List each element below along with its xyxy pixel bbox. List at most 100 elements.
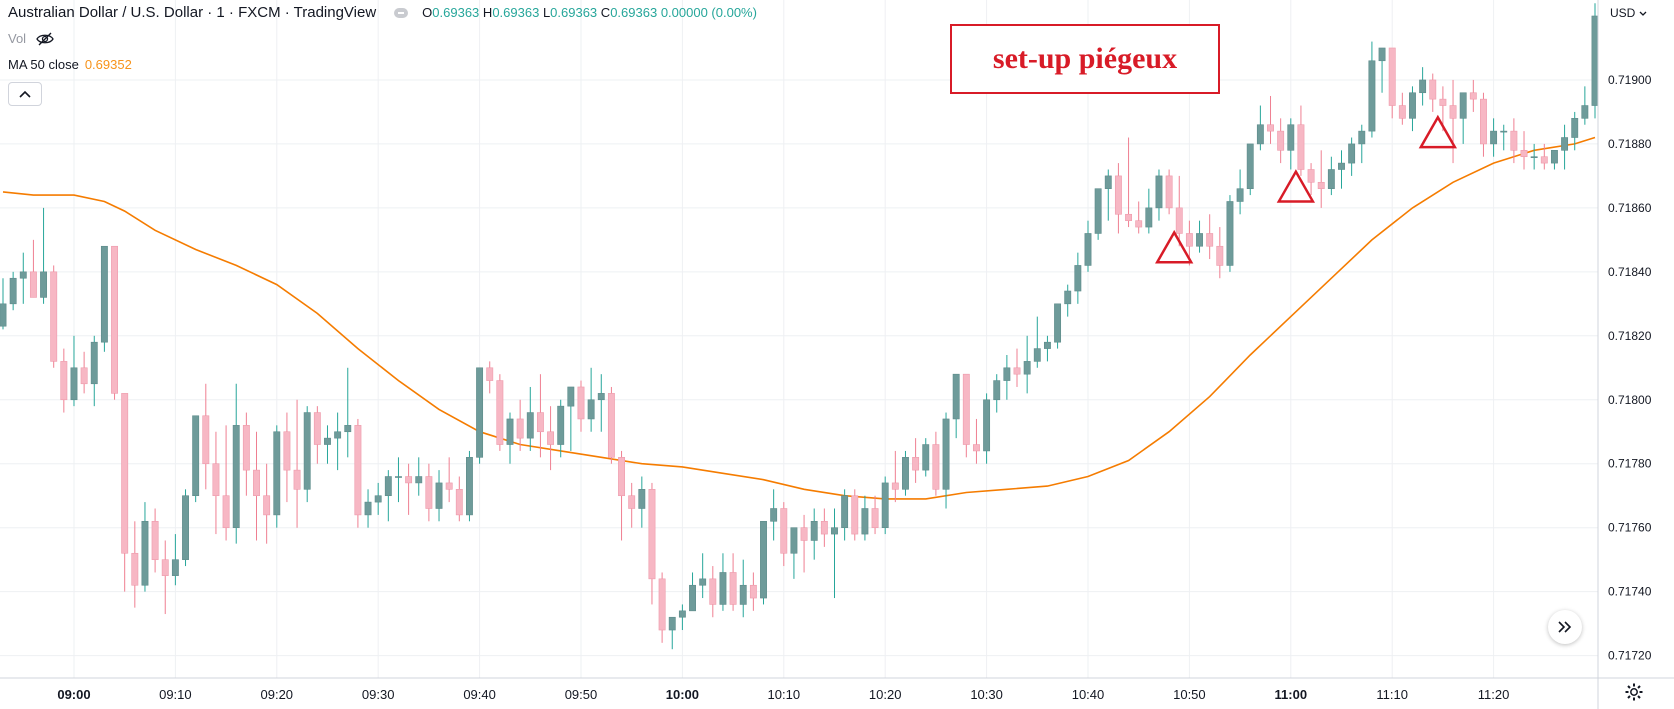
candle-down	[749, 572, 757, 611]
candle-body	[171, 559, 179, 576]
candle-down	[486, 361, 494, 394]
high-label: H	[482, 5, 493, 20]
candle-body	[1449, 105, 1457, 119]
more-options-icon[interactable]	[394, 8, 409, 18]
high-value: 0.69363	[492, 5, 540, 20]
candle-body	[861, 508, 869, 535]
candle-up	[861, 495, 869, 541]
candle-body	[536, 412, 544, 433]
candle-body	[516, 418, 524, 439]
x-tick-label: 09:00	[57, 687, 90, 702]
symbol-title[interactable]: Australian Dollar / U.S. Dollar · 1 · FX…	[8, 4, 377, 21]
candle-body	[993, 380, 1001, 401]
candle-body	[1591, 15, 1599, 106]
annotation-text: set-up piégeux	[992, 42, 1178, 75]
candle-body	[212, 463, 220, 497]
candle-body	[547, 431, 555, 445]
candle-down	[973, 418, 980, 464]
candle-body	[871, 508, 879, 528]
candle-up	[182, 489, 189, 567]
candle-body	[1439, 98, 1447, 106]
candle-up	[1033, 316, 1041, 368]
x-tick-label: 09:20	[261, 687, 294, 702]
annotation-markers	[1155, 114, 1457, 264]
y-tick-label: 0.71800	[1608, 393, 1652, 407]
candle-up	[0, 278, 7, 330]
currency-selector[interactable]: USD	[1610, 6, 1647, 20]
candle-up	[1348, 137, 1356, 176]
candle-body	[810, 520, 818, 541]
volume-label[interactable]: Vol	[8, 31, 27, 46]
candle-up	[1419, 67, 1427, 106]
low-value: 0.69363	[550, 5, 598, 20]
candle-body	[1125, 213, 1132, 221]
candle-body	[313, 412, 321, 445]
candle-body	[780, 508, 788, 554]
candle-body	[445, 482, 453, 490]
x-tick-label: 09:10	[159, 687, 192, 702]
candle-down	[820, 508, 828, 547]
setup-annotation-box: set-up piégeux	[950, 24, 1220, 94]
candle-up	[192, 415, 200, 503]
candle-body	[1074, 265, 1082, 292]
candle-body	[232, 425, 240, 528]
candle-body	[1094, 188, 1102, 234]
candle-down	[496, 374, 504, 451]
candle-up	[841, 489, 849, 541]
candle-body	[1490, 130, 1498, 145]
candle-up	[922, 438, 930, 477]
candle-up	[1256, 105, 1264, 151]
candle-body	[202, 415, 210, 465]
candle-up	[1155, 169, 1163, 221]
scroll-to-realtime-button[interactable]	[1548, 610, 1582, 644]
candle-body	[466, 457, 473, 516]
candle-down	[313, 406, 321, 464]
eye-hidden-icon[interactable]	[36, 32, 54, 46]
candle-down	[1480, 92, 1487, 157]
open-label: O	[422, 5, 433, 20]
candle-up	[1246, 143, 1254, 196]
gear-icon[interactable]	[1624, 682, 1644, 702]
candle-up	[1236, 169, 1244, 215]
candle-up	[19, 252, 27, 304]
candle-up	[334, 412, 342, 471]
ma-label[interactable]: MA 50 close	[8, 57, 79, 72]
candle-down	[242, 412, 250, 496]
candle-body	[1216, 245, 1224, 266]
candle-body	[364, 501, 372, 516]
candle-up	[506, 412, 514, 464]
candle-body	[1013, 367, 1021, 375]
candle-down	[121, 393, 129, 592]
candle-body	[222, 495, 230, 528]
volume-row: Vol	[8, 26, 757, 52]
candle-down	[1114, 163, 1122, 234]
x-tick-label: 10:10	[768, 687, 801, 702]
candle-down	[516, 399, 524, 451]
candle-body	[70, 367, 78, 401]
candle-down	[912, 438, 920, 483]
candle-up	[1064, 284, 1072, 317]
candle-up	[1054, 303, 1062, 349]
candle-body	[1338, 162, 1345, 170]
candle-up	[689, 572, 696, 612]
candle-up	[171, 534, 179, 586]
candle-up	[90, 335, 98, 407]
candle-body	[962, 373, 970, 445]
candle-body	[435, 482, 443, 509]
candle-body	[881, 482, 889, 528]
candle-body	[1378, 47, 1386, 62]
candle-body	[1185, 233, 1193, 247]
candle-up	[435, 470, 443, 522]
candle-body	[121, 393, 129, 554]
collapse-legend-button[interactable]	[8, 82, 42, 106]
ma-50-line	[2, 136, 1596, 500]
candle-up	[40, 207, 48, 304]
candle-down	[1429, 73, 1437, 112]
chart-grid	[0, 0, 1598, 678]
candle-body	[111, 245, 118, 394]
candle-body	[131, 552, 139, 586]
candle-body	[1317, 181, 1325, 189]
candle-body	[141, 520, 149, 586]
